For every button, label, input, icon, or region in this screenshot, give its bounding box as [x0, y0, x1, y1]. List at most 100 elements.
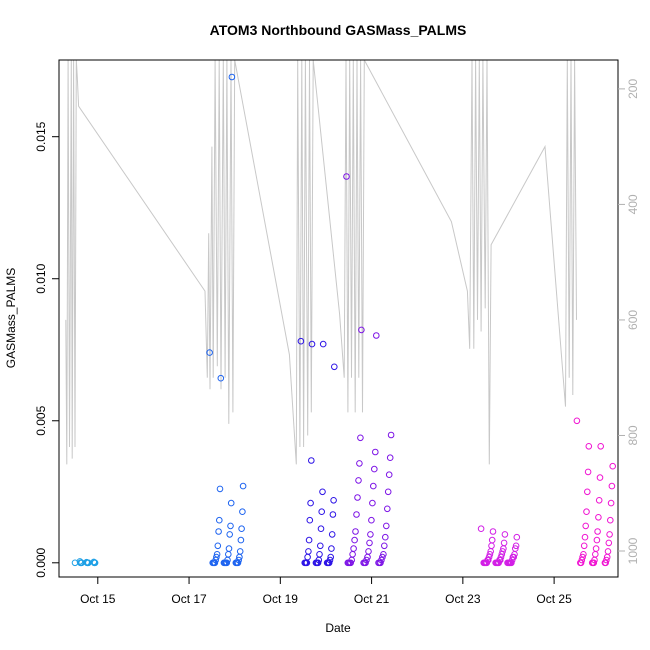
data-point — [301, 559, 309, 567]
data-point — [500, 545, 507, 552]
data-point — [216, 485, 224, 493]
data-point — [350, 545, 357, 552]
data-point — [487, 548, 495, 555]
x-axis-label: Date — [325, 621, 351, 635]
x-tick-label: Oct 21 — [354, 592, 390, 606]
data-point — [232, 559, 240, 567]
x-axis: Oct 15 Oct 17 Oct 19 Oct 21 Oct 23 Oct 25 — [80, 576, 572, 606]
data-point — [214, 542, 222, 550]
data-point — [595, 497, 603, 504]
data-point — [592, 551, 599, 558]
data-point — [608, 482, 616, 490]
data-point — [371, 465, 378, 473]
data-point — [489, 528, 497, 535]
data-point — [358, 326, 365, 334]
data-point — [367, 531, 374, 538]
data-point — [304, 553, 311, 561]
y-tick-label: 0.000 — [34, 547, 48, 577]
data-point — [504, 559, 511, 567]
secondary-y-tick-label: 800 — [626, 425, 640, 445]
data-point — [226, 531, 233, 538]
data-point — [344, 559, 352, 567]
data-point — [513, 533, 521, 541]
data-point — [372, 448, 379, 456]
data-point — [607, 516, 614, 524]
secondary-y-tick-label: 400 — [626, 194, 640, 214]
data-point — [580, 551, 587, 558]
data-point — [592, 545, 600, 552]
data-point — [308, 457, 315, 464]
data-point — [383, 522, 390, 530]
data-point — [477, 525, 485, 533]
x-tick-label: Oct 15 — [80, 592, 116, 606]
data-point — [316, 551, 323, 558]
data-point — [595, 514, 602, 521]
data-point — [585, 443, 593, 450]
data-point — [228, 73, 236, 81]
data-point — [306, 516, 314, 524]
data-point — [307, 499, 314, 507]
secondary-y-axis: 200 400 600 800 1000 — [618, 79, 640, 564]
pressure-line — [65, 60, 577, 465]
data-point — [488, 536, 496, 544]
data-point — [328, 545, 335, 552]
data-point — [375, 559, 382, 567]
data-point — [209, 559, 216, 567]
data-point — [480, 559, 488, 567]
data-point — [317, 542, 324, 550]
data-point — [601, 559, 609, 567]
data-point — [343, 173, 350, 180]
data-point — [317, 525, 325, 533]
data-point — [354, 494, 361, 501]
data-point — [605, 539, 613, 547]
data-point — [352, 528, 359, 535]
data-point — [577, 559, 584, 567]
x-tick-label: Oct 19 — [263, 592, 299, 606]
data-point — [604, 548, 612, 555]
data-point — [386, 454, 394, 462]
data-point — [492, 559, 499, 567]
data-point — [319, 340, 327, 348]
y-tick-label: 0.010 — [34, 263, 48, 293]
data-point — [323, 559, 331, 567]
data-point — [308, 340, 316, 348]
data-point — [220, 559, 228, 567]
data-point — [305, 536, 313, 544]
data-point — [360, 559, 367, 567]
data-point — [488, 542, 495, 550]
data-point — [486, 551, 494, 558]
data-point — [588, 559, 596, 567]
x-tick-label: Oct 23 — [445, 592, 481, 606]
y-axis: 0.000 0.005 0.010 0.015 — [34, 121, 59, 578]
data-point — [225, 545, 233, 552]
plot-area — [65, 60, 617, 567]
data-point — [90, 558, 98, 566]
data-point — [379, 553, 386, 561]
data-point — [580, 542, 588, 550]
data-point — [381, 542, 388, 550]
data-point — [512, 542, 520, 550]
data-point — [237, 536, 245, 544]
data-point — [225, 551, 232, 558]
data-point — [328, 531, 336, 538]
y-tick-label: 0.015 — [34, 121, 48, 151]
data-point — [312, 559, 320, 567]
y-axis-label: GASMass_PALMS — [4, 268, 18, 368]
y-tick-label: 0.005 — [34, 405, 48, 435]
data-point — [385, 471, 393, 479]
data-point — [368, 516, 375, 524]
data-point — [596, 474, 604, 481]
x-tick-label: Oct 25 — [536, 592, 572, 606]
data-point — [227, 522, 234, 530]
data-point — [236, 548, 244, 555]
data-point — [369, 499, 376, 507]
data-point — [239, 482, 247, 490]
data-point — [238, 525, 245, 533]
data-point — [351, 536, 358, 544]
data-point — [584, 488, 591, 496]
data-point — [387, 431, 395, 439]
data-point — [597, 443, 605, 450]
data-point — [217, 374, 225, 382]
data-point — [206, 349, 213, 356]
